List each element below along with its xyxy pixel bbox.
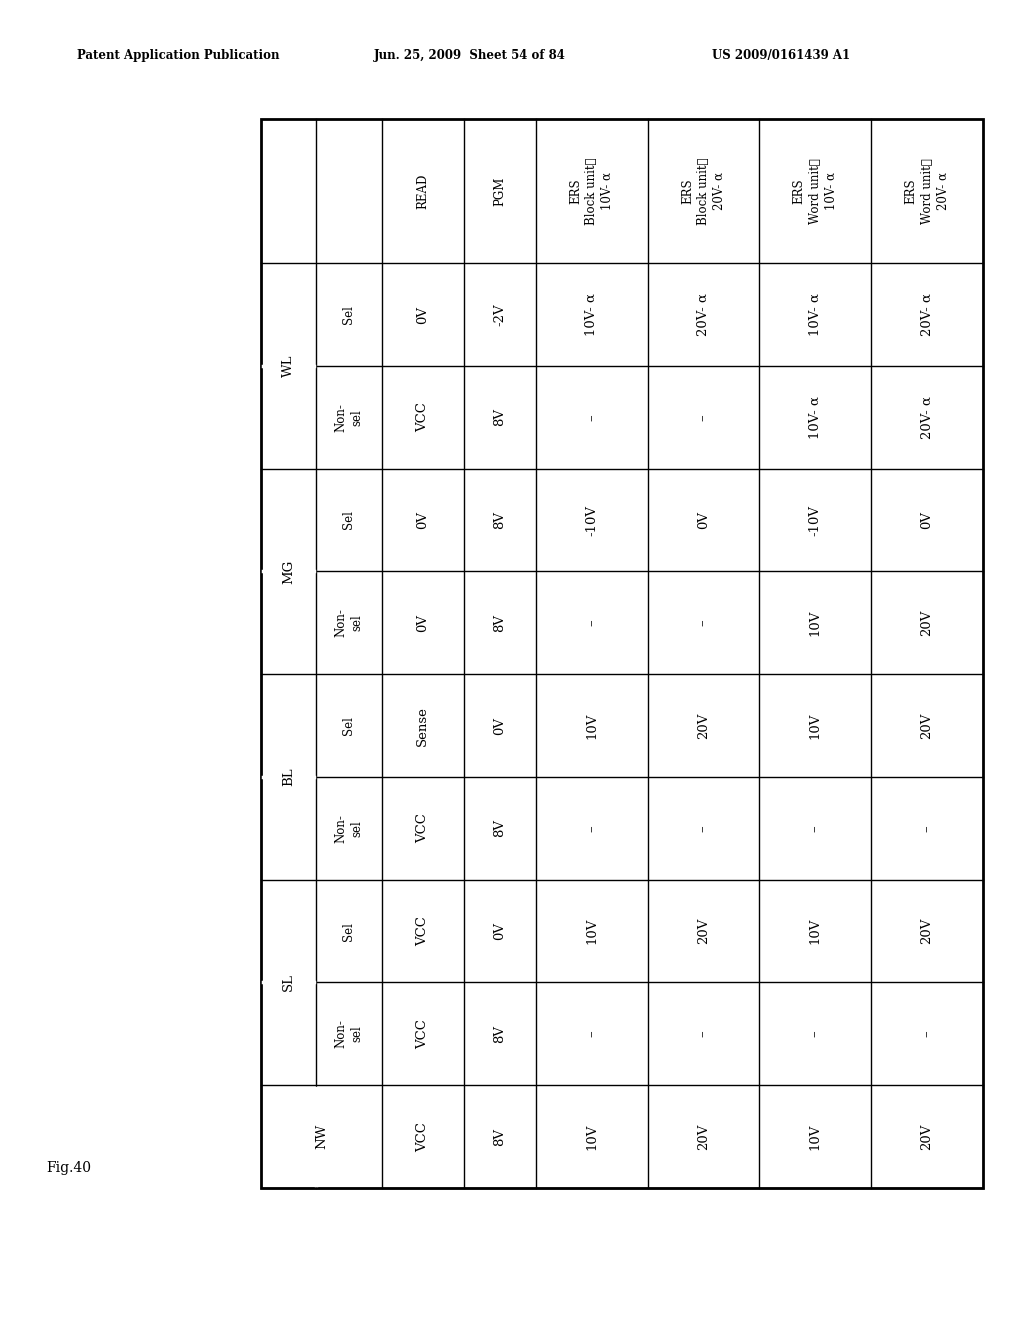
Text: –: –	[697, 414, 710, 421]
Text: VCC: VCC	[416, 916, 429, 946]
Text: 20V: 20V	[921, 610, 934, 636]
Text: –: –	[585, 414, 598, 421]
Text: Jun. 25, 2009  Sheet 54 of 84: Jun. 25, 2009 Sheet 54 of 84	[374, 49, 565, 62]
Text: 10V: 10V	[809, 610, 822, 636]
Text: 0V: 0V	[921, 511, 934, 529]
Text: –: –	[921, 1031, 934, 1038]
Text: –: –	[697, 825, 710, 832]
Text: Sel: Sel	[342, 717, 355, 735]
Text: 0V: 0V	[494, 717, 506, 734]
Text: 10V: 10V	[585, 713, 598, 739]
Text: VCC: VCC	[416, 403, 429, 432]
Text: ERS
Word unit②
20V- α: ERS Word unit② 20V- α	[904, 158, 949, 224]
Text: 20V- α: 20V- α	[921, 293, 934, 337]
Text: SL: SL	[282, 973, 295, 991]
Text: –: –	[809, 825, 822, 832]
Text: VCC: VCC	[416, 813, 429, 843]
Text: ERS
Block unit②
20V- α: ERS Block unit② 20V- α	[681, 157, 726, 224]
Text: 8V: 8V	[494, 614, 506, 632]
Text: 8V: 8V	[494, 1024, 506, 1043]
Text: 8V: 8V	[494, 820, 506, 837]
Text: Non-
sel: Non- sel	[334, 609, 364, 638]
Text: Fig.40: Fig.40	[46, 1162, 91, 1175]
Text: 10V: 10V	[809, 1123, 822, 1150]
Text: BL: BL	[282, 768, 295, 787]
Text: Sel: Sel	[342, 305, 355, 323]
Text: 20V: 20V	[697, 1123, 710, 1150]
Text: –: –	[585, 619, 598, 626]
Text: Non-
sel: Non- sel	[334, 403, 364, 432]
Text: VCC: VCC	[416, 1122, 429, 1151]
Text: 20V: 20V	[697, 713, 710, 739]
Text: 20V: 20V	[697, 917, 710, 944]
Text: -10V: -10V	[585, 504, 598, 536]
Text: 0V: 0V	[697, 511, 710, 529]
Text: 10V: 10V	[585, 917, 598, 944]
Text: –: –	[585, 825, 598, 832]
Text: 10V- α: 10V- α	[809, 293, 822, 337]
Text: –: –	[585, 1031, 598, 1038]
Text: ERS
Block unit①
10V- α: ERS Block unit① 10V- α	[569, 157, 614, 224]
Text: –: –	[697, 1031, 710, 1038]
Text: 10V- α: 10V- α	[585, 293, 598, 337]
Text: 0V: 0V	[416, 305, 429, 323]
Text: ERS
Word unit①
10V- α: ERS Word unit① 10V- α	[793, 158, 838, 224]
Text: NW: NW	[315, 1125, 328, 1150]
Text: 10V: 10V	[809, 713, 822, 739]
Text: Patent Application Publication: Patent Application Publication	[77, 49, 280, 62]
Text: 20V: 20V	[921, 1123, 934, 1150]
Bar	[261, 119, 983, 1188]
Text: VCC: VCC	[416, 1019, 429, 1049]
Text: 10V- α: 10V- α	[809, 396, 822, 438]
Text: 0V: 0V	[494, 923, 506, 940]
Text: –: –	[809, 1031, 822, 1038]
Text: –: –	[697, 619, 710, 626]
Text: PGM: PGM	[494, 177, 506, 206]
Text: 0V: 0V	[416, 511, 429, 529]
Text: Sel: Sel	[342, 921, 355, 941]
Text: 20V- α: 20V- α	[921, 396, 934, 438]
Text: 0V: 0V	[416, 614, 429, 632]
Text: READ: READ	[416, 173, 429, 209]
Text: 20V: 20V	[921, 713, 934, 739]
Text: WL: WL	[282, 355, 295, 378]
Text: 10V: 10V	[809, 917, 822, 944]
Text: -10V: -10V	[809, 504, 822, 536]
Text: 20V- α: 20V- α	[697, 293, 710, 337]
Text: -2V: -2V	[494, 304, 506, 326]
Text: –: –	[921, 825, 934, 832]
Text: MG: MG	[282, 560, 295, 583]
Text: Sense: Sense	[416, 706, 429, 746]
Text: US 2009/0161439 A1: US 2009/0161439 A1	[712, 49, 850, 62]
Text: 8V: 8V	[494, 408, 506, 426]
Text: 8V: 8V	[494, 511, 506, 529]
Text: 10V: 10V	[585, 1123, 598, 1150]
Text: Non-
sel: Non- sel	[334, 1019, 364, 1048]
Text: Sel: Sel	[342, 511, 355, 529]
Text: 8V: 8V	[494, 1127, 506, 1146]
Text: 20V: 20V	[921, 917, 934, 944]
Text: Non-
sel: Non- sel	[334, 814, 364, 842]
